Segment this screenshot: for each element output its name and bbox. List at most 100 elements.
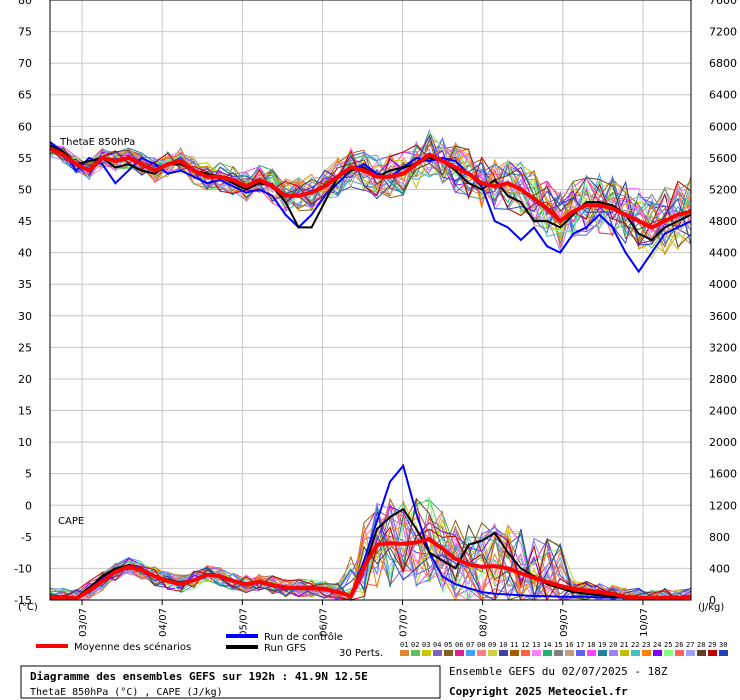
pert-swatch (510, 650, 519, 656)
thetae-annotation: ThetaE 850hPa (59, 137, 135, 148)
pert-number: 27 (686, 641, 694, 649)
right-tick-label: 800 (709, 531, 730, 544)
pert-swatch (653, 650, 662, 656)
right-tick-label: 400 (709, 562, 730, 575)
right-tick-label: 5200 (709, 183, 737, 196)
x-tick-label: 09/07 (559, 608, 570, 637)
right-tick-label: 4800 (709, 215, 737, 228)
right-tick-label: 1200 (709, 499, 737, 512)
left-tick-label: 55 (18, 152, 32, 165)
pert-number: 29 (708, 641, 716, 649)
legend: Moyenne des scénarios Run de contrôle Ru… (36, 631, 728, 659)
right-tick-label: 6800 (709, 57, 737, 70)
right-tick-label: 6000 (709, 120, 737, 133)
pert-swatch (499, 650, 508, 656)
left-tick-label: 35 (18, 278, 32, 291)
pert-swatch (565, 650, 574, 656)
pert-number: 21 (620, 641, 628, 649)
pert-swatch (686, 650, 695, 656)
left-tick-label: 15 (18, 405, 32, 418)
pert-number: 02 (411, 641, 419, 649)
pert-swatch (422, 650, 431, 656)
pert-number: 12 (521, 641, 529, 649)
right-tick-label: 2000 (709, 436, 737, 449)
pert-swatch (411, 650, 420, 656)
cape-pert-line (49, 526, 692, 602)
pert-number: 01 (400, 641, 408, 649)
pert-number: 28 (697, 641, 705, 649)
left-tick-label: 40 (18, 247, 32, 260)
right-tick-label: 2800 (709, 373, 737, 386)
x-tick-label: 08/07 (479, 608, 490, 637)
pert-number: 25 (664, 641, 672, 649)
right-axis-ticks: 7600720068006400600056005200480044004000… (709, 0, 737, 607)
left-tick-label: -10 (14, 562, 32, 575)
left-tick-label: 30 (18, 310, 32, 323)
pert-number: 13 (532, 641, 540, 649)
pert-swatch (620, 650, 629, 656)
legend-perts-label: 30 Perts. (339, 648, 383, 659)
pert-swatch (631, 650, 640, 656)
x-axis-ticks: 03/07 04/07 05/07 06/07 07/07 08/07 09/07 10/07 (78, 600, 650, 637)
grid-lines (50, 0, 691, 601)
pert-number: 24 (653, 641, 661, 649)
cape-annotation: CAPE (58, 516, 84, 527)
pert-number: 23 (642, 641, 650, 649)
left-tick-label: 75 (18, 26, 32, 39)
right-tick-label: 7600 (709, 0, 737, 7)
pert-number: 09 (488, 641, 496, 649)
pert-swatch (609, 650, 618, 656)
footer-run-info: Ensemble GEFS du 02/07/2025 - 18Z (449, 665, 668, 678)
left-tick-label: 60 (18, 120, 32, 133)
left-tick-label: 45 (18, 215, 32, 228)
x-tick-label: 05/07 (238, 608, 249, 637)
main-series-lines (49, 141, 692, 601)
pert-swatch (554, 650, 563, 656)
right-tick-label: 5600 (709, 152, 737, 165)
pert-swatch (433, 650, 442, 656)
pert-number: 20 (609, 641, 617, 649)
perturbation-legend: 01 02 03 04 05 06 07 08 09 10 11 12 13 14 15 16 17 18 19 20… (400, 641, 728, 656)
pert-number: 16 (565, 641, 573, 649)
legend-mean-label: Moyenne des scénarios (74, 641, 191, 653)
pert-swatch (587, 650, 596, 656)
left-tick-label: 80 (18, 0, 32, 7)
pert-number: 06 (455, 641, 463, 649)
left-tick-label: -5 (21, 531, 32, 544)
right-tick-label: 1600 (709, 468, 737, 481)
left-tick-label: 0 (25, 499, 32, 512)
pert-swatch (477, 650, 486, 656)
pert-number: 22 (631, 641, 639, 649)
right-tick-label: 2400 (709, 405, 737, 418)
left-tick-label: 25 (18, 341, 32, 354)
thetae-control-line (49, 141, 692, 274)
right-tick-label: 7200 (709, 26, 737, 39)
plot-frame (49, 0, 692, 601)
cape-pert-line (49, 517, 692, 601)
pert-number: 15 (554, 641, 562, 649)
pert-number: 18 (587, 641, 595, 649)
x-tick-label: 03/07 (78, 608, 89, 637)
pert-swatch (675, 650, 684, 656)
pert-swatch (532, 650, 541, 656)
pert-swatch (400, 650, 409, 656)
pert-number: 11 (510, 641, 518, 649)
pert-swatch (543, 650, 552, 656)
pert-number: 10 (499, 641, 507, 649)
left-tick-label: 10 (18, 436, 32, 449)
left-tick-label: 5 (25, 468, 32, 481)
pert-swatch (455, 650, 464, 656)
pert-swatch (466, 650, 475, 656)
footer-title: Diagramme des ensembles GEFS sur 192h : … (30, 670, 368, 683)
right-tick-label: 3200 (709, 341, 737, 354)
pert-number: 03 (422, 641, 430, 649)
left-tick-label: 65 (18, 89, 32, 102)
pert-swatch (521, 650, 530, 656)
left-unit-label: (°C) (18, 602, 38, 613)
right-unit-label: (J/kg) (698, 602, 724, 613)
footer-subtitle: ThetaE 850hPa (°C) , CAPE (J/kg) (30, 687, 223, 698)
x-tick-label: 10/07 (639, 608, 650, 637)
cape-mean-line (49, 537, 692, 601)
pert-number: 05 (444, 641, 452, 649)
